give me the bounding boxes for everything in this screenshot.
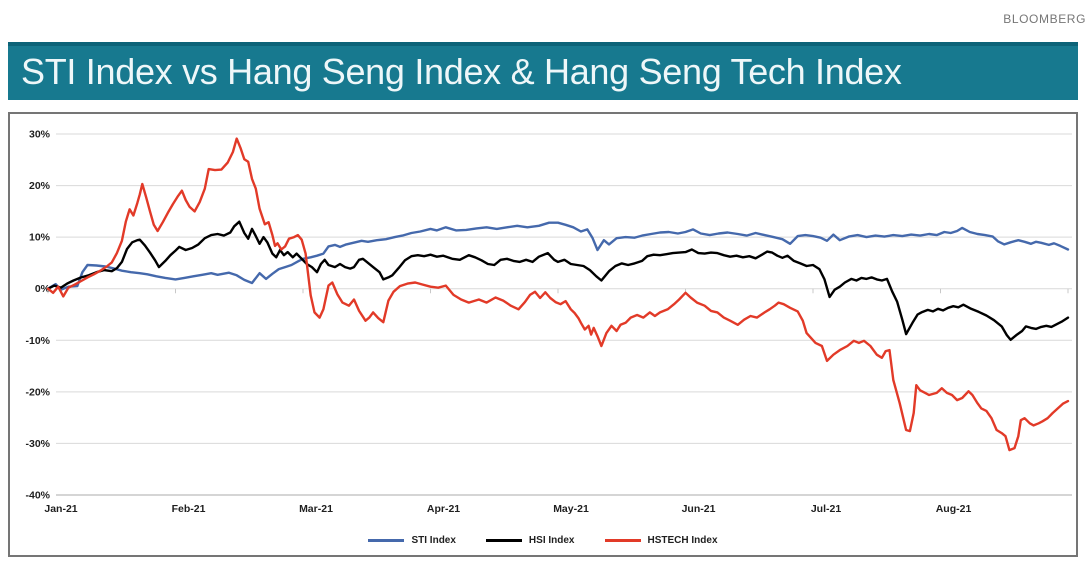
chart-legend: STI Index HSI Index HSTECH Index: [10, 535, 1076, 546]
chart-frame: 30% 20% 10% 0% -10% -20% -30% -40% Jan-21 Feb-21 M…: [8, 112, 1078, 557]
x-tick-label: May-21: [553, 503, 589, 515]
x-tick-label: Jul-21: [811, 503, 842, 515]
legend-item-hsi-index: HSI Index: [485, 535, 575, 546]
x-tick-label: Feb-21: [172, 503, 206, 515]
legend-label: STI Index: [411, 535, 456, 546]
legend-item-hstech-index: HSTECH Index: [604, 535, 718, 546]
legend-label: HSTECH Index: [647, 535, 718, 546]
x-tick-label: Aug-21: [936, 503, 972, 515]
y-tick-label: -40%: [25, 490, 50, 502]
legend-item-sti-index: STI Index: [368, 535, 456, 546]
x-tick-label: Jan-21: [44, 503, 77, 515]
chart-title-bar: STI Index vs Hang Seng Index & Hang Seng…: [8, 42, 1078, 100]
series-line-hsi-index: [46, 220, 1070, 342]
legend-line-swatch: [368, 539, 405, 542]
source-label: BLOOMBERG: [1003, 12, 1086, 26]
y-tick-label: 20%: [29, 180, 51, 192]
y-tick-label: 10%: [29, 232, 51, 244]
series-line-sti-index: [46, 221, 1070, 291]
x-tick-label: Apr-21: [427, 503, 460, 515]
x-tick-label: Jun-21: [682, 503, 716, 515]
series-line-hstech-index: [46, 137, 1070, 452]
x-tick-label: Mar-21: [299, 503, 333, 515]
legend-line-swatch: [485, 539, 522, 542]
y-tick-label: 0%: [35, 283, 51, 295]
legend-label: HSI Index: [528, 535, 575, 546]
y-tick-label: -20%: [25, 386, 50, 398]
page-title: STI Index vs Hang Seng Index & Hang Seng…: [21, 51, 902, 92]
line-chart-plot: 30% 20% 10% 0% -10% -20% -30% -40%Jan-21 Feb-21 M…: [25, 129, 1072, 515]
y-tick-label: 30%: [29, 129, 51, 141]
y-tick-label: -30%: [25, 438, 50, 450]
y-tick-label: -10%: [25, 335, 50, 347]
legend-line-swatch: [604, 539, 641, 542]
